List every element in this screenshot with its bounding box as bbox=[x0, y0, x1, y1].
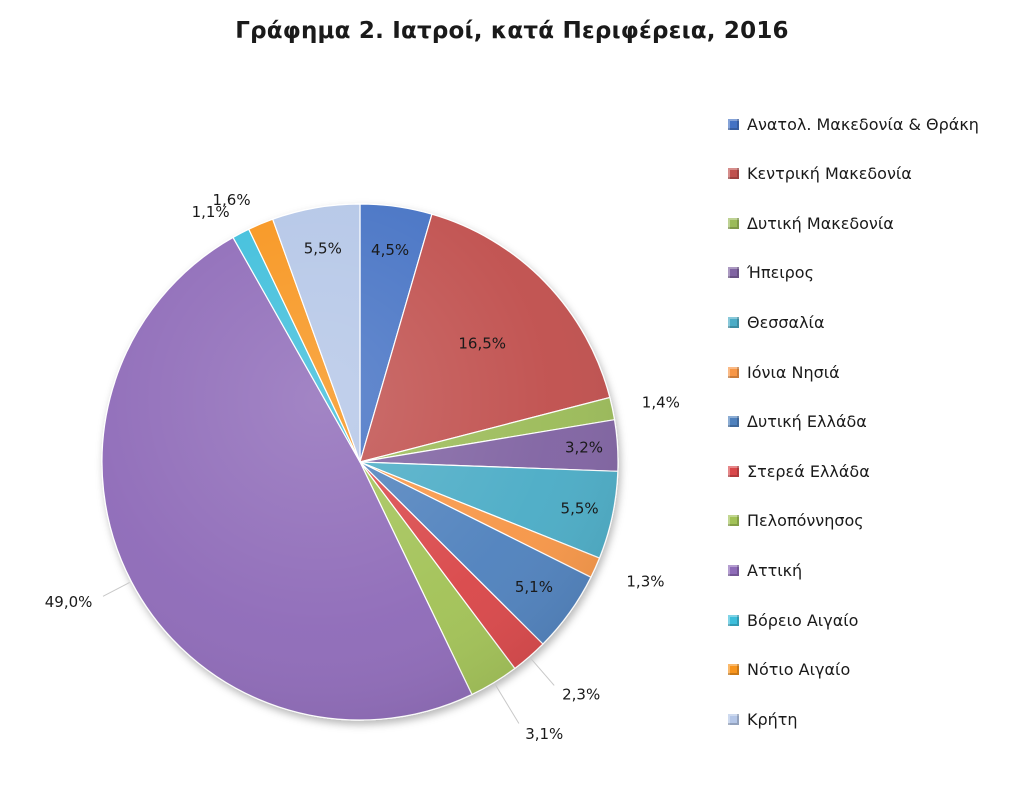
legend-item-3: Δυτική Μακεδονία bbox=[728, 213, 894, 233]
legend-label: Πελοπόννησος bbox=[747, 511, 864, 531]
data-label-slice-12: 1,6% bbox=[212, 191, 250, 209]
legend-swatch bbox=[728, 118, 739, 130]
data-label-slice-8: 2,3% bbox=[562, 686, 600, 704]
legend-item-12: Νότιο Αιγαίο bbox=[728, 660, 850, 680]
legend-label: Δυτική Μακεδονία bbox=[747, 213, 894, 233]
legend-item-4: Ήπειρος bbox=[728, 263, 814, 283]
legend-label: Θεσσαλία bbox=[747, 312, 825, 332]
pie-data-labels: 4,5% 16,5% 1,4% 3,2% 5,5% 1,3% 5,1% 2,3% 3,1% 49,… bbox=[45, 191, 680, 743]
data-label-slice-11: 1,1% bbox=[192, 203, 230, 221]
legend-item-1: Ανατολ. Μακεδονία & Θράκη bbox=[728, 114, 979, 134]
legend-item-10: Αττική bbox=[728, 560, 802, 580]
leader-line-slice-8 bbox=[530, 657, 555, 686]
legend-label: Ήπειρος bbox=[747, 263, 814, 283]
legend-label: Δυτική Ελλάδα bbox=[747, 412, 867, 432]
legend-item-13: Κρήτη bbox=[728, 709, 798, 729]
data-label-slice-6: 1,3% bbox=[626, 573, 664, 591]
legend-swatch bbox=[728, 267, 739, 279]
data-label-slice-10: 49,0% bbox=[45, 593, 93, 611]
legend-label: Κεντρική Μακεδονία bbox=[747, 164, 912, 184]
legend-label: Στερεά Ελλάδα bbox=[747, 461, 870, 481]
legend-label: Νότιο Αιγαίο bbox=[747, 660, 851, 680]
data-label-slice-7: 5,1% bbox=[515, 578, 553, 596]
pie-slices bbox=[101, 203, 619, 721]
legend-swatch bbox=[728, 416, 739, 428]
data-label-slice-1: 4,5% bbox=[371, 241, 409, 259]
legend-label: Ιόνια Νησιά bbox=[747, 362, 840, 382]
legend-item-9: Πελοπόννησος bbox=[728, 511, 864, 531]
legend-item-6: Ιόνια Νησιά bbox=[728, 362, 840, 382]
data-label-slice-3: 1,4% bbox=[642, 393, 680, 411]
legend-swatch bbox=[728, 664, 739, 676]
legend-swatch bbox=[728, 465, 739, 477]
legend-swatch bbox=[728, 168, 739, 180]
legend-label: Κρήτη bbox=[747, 709, 798, 729]
pie-leader-lines bbox=[102, 582, 555, 724]
data-label-slice-13: 5,5% bbox=[304, 240, 342, 258]
legend-swatch bbox=[728, 217, 739, 229]
data-label-slice-4: 3,2% bbox=[565, 439, 603, 457]
leader-line-slice-9 bbox=[494, 683, 520, 724]
legend-swatch bbox=[728, 564, 739, 576]
legend-swatch bbox=[728, 316, 739, 328]
legend-swatch bbox=[728, 366, 739, 378]
legend-item-7: Δυτική Ελλάδα bbox=[728, 412, 867, 432]
legend-label: Αττική bbox=[747, 560, 803, 580]
legend-label: Ανατολ. Μακεδονία & Θράκη bbox=[747, 114, 979, 134]
legend-item-8: Στερεά Ελλάδα bbox=[728, 461, 870, 481]
legend-swatch bbox=[728, 515, 739, 527]
legend-label: Βόρειο Αιγαίο bbox=[747, 610, 859, 630]
legend-item-11: Βόρειο Αιγαίο bbox=[728, 610, 858, 630]
data-label-slice-5: 5,5% bbox=[561, 500, 599, 518]
legend-swatch bbox=[728, 614, 739, 626]
chart-title: Γράφημα 2. Ιατροί, κατά Περιφέρεια, 2016 bbox=[235, 18, 789, 44]
data-label-slice-9: 3,1% bbox=[525, 725, 563, 743]
data-label-slice-2: 16,5% bbox=[458, 334, 506, 352]
legend-item-5: Θεσσαλία bbox=[728, 312, 825, 332]
leader-line-slice-10 bbox=[102, 582, 130, 597]
legend-item-2: Κεντρική Μακεδονία bbox=[728, 164, 912, 184]
legend-swatch bbox=[728, 713, 739, 725]
